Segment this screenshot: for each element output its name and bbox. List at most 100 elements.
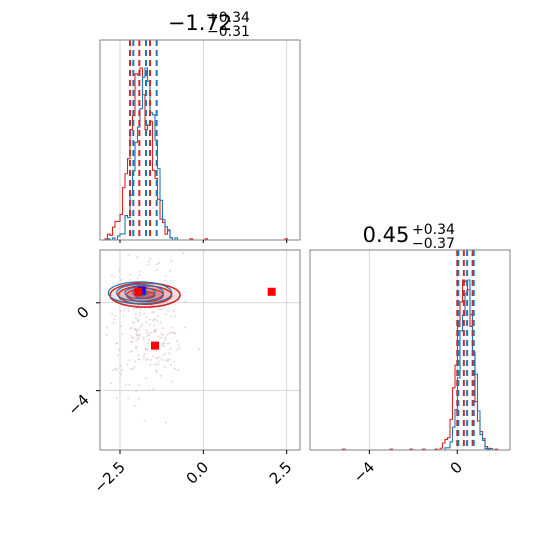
red-marker (134, 287, 143, 296)
blue-histogram (310, 279, 510, 451)
sample-point (170, 259, 173, 262)
sample-point (158, 356, 161, 359)
sample-point (147, 263, 150, 266)
sample-point (136, 320, 139, 323)
sample-point (158, 308, 161, 311)
sample-point (183, 326, 186, 329)
sample-point (136, 337, 139, 340)
y-tick-label: 0 (73, 303, 92, 322)
sample-point (152, 331, 155, 334)
sample-point (174, 367, 177, 370)
sample-point (119, 310, 122, 313)
sample-point (168, 352, 171, 355)
sample-point (156, 262, 159, 265)
sample-point (138, 328, 141, 331)
sample-point (135, 339, 138, 342)
x-tick-label: −2.5 (90, 458, 128, 496)
x-marginal-frame (99, 39, 301, 241)
sample-point (138, 358, 141, 361)
sample-point (164, 338, 167, 341)
title-y-plus: +0.34 (412, 222, 455, 238)
sample-point (132, 336, 135, 339)
sample-point (139, 325, 142, 328)
sample-point (165, 275, 168, 278)
sample-point (131, 340, 134, 343)
sample-point (139, 298, 142, 301)
title-x-median: −1.72 (168, 11, 232, 35)
sample-point (157, 363, 160, 366)
sample-point (148, 323, 151, 326)
sample-point (129, 351, 132, 354)
sample-point (157, 293, 160, 296)
sample-point (137, 354, 140, 357)
sample-point (162, 334, 165, 337)
sample-point (113, 322, 116, 325)
sample-point (139, 307, 142, 310)
sample-point (138, 334, 141, 337)
sample-point (122, 314, 125, 317)
sample-point (167, 358, 170, 361)
sample-point (138, 338, 141, 341)
sample-point (164, 359, 167, 362)
sample-point (105, 334, 108, 337)
sample-point (134, 328, 137, 331)
sample-point (177, 344, 180, 347)
sample-point (129, 340, 132, 343)
sample-point (172, 331, 175, 334)
sample-point (166, 342, 169, 345)
sample-point (138, 311, 141, 314)
sample-point (132, 367, 135, 370)
sample-point (160, 332, 163, 335)
sample-point (145, 315, 148, 318)
sample-point (138, 270, 141, 273)
sample-point (153, 324, 156, 327)
sample-point (169, 358, 172, 361)
sample-point (146, 358, 149, 361)
sample-point (137, 383, 140, 386)
sample-point (198, 348, 201, 351)
y-tick-label: −4 (64, 391, 92, 419)
sample-point (172, 310, 175, 313)
sample-point (127, 310, 130, 313)
sample-point (115, 396, 118, 399)
sample-point (120, 278, 123, 281)
sample-point (170, 315, 173, 318)
sample-point (145, 331, 148, 334)
sample-point (135, 389, 138, 392)
sample-point (110, 274, 113, 277)
sample-point (159, 374, 162, 377)
sample-point (114, 315, 117, 318)
sample-point (136, 256, 139, 259)
sample-point (130, 326, 133, 329)
y-marginal-panel (309, 249, 511, 451)
sample-point (129, 273, 132, 276)
sample-point (111, 313, 114, 316)
sample-point (137, 397, 140, 400)
sample-point (148, 333, 151, 336)
sample-point (151, 311, 154, 314)
x-marginal-panel (99, 39, 301, 241)
sample-point (134, 404, 137, 407)
sample-point (141, 323, 144, 326)
sample-point (164, 336, 167, 339)
sample-point (137, 301, 140, 304)
sample-point (160, 358, 163, 361)
sample-point (162, 327, 165, 330)
sample-point (155, 328, 158, 331)
sample-point (138, 333, 141, 336)
sample-point (162, 354, 165, 357)
title-y-median: 0.45 (363, 223, 410, 247)
sample-point (159, 336, 162, 339)
y-marginal-tick-label: 0 (447, 458, 466, 477)
sample-point (110, 382, 113, 385)
sample-point (184, 300, 187, 303)
joint-frame (99, 249, 301, 451)
sample-point (129, 334, 132, 337)
sample-point (116, 354, 119, 357)
sample-point (115, 342, 118, 345)
sample-point (159, 321, 162, 324)
sample-point (136, 334, 139, 337)
sample-point (152, 318, 155, 321)
sample-point (153, 364, 156, 367)
sample-point (134, 312, 137, 315)
